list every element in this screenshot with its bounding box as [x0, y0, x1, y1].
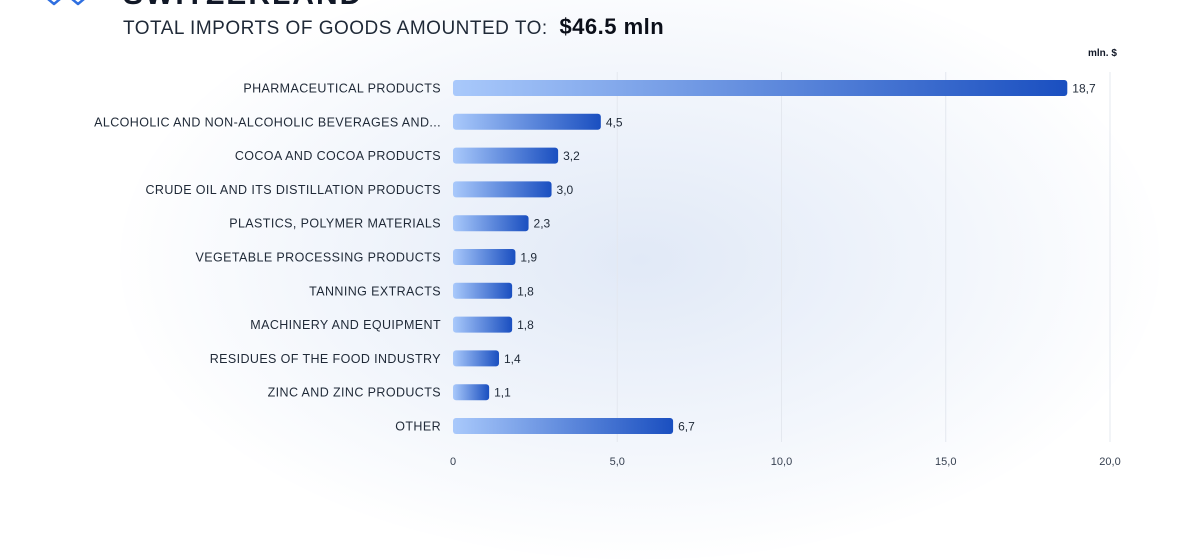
bar	[453, 80, 1068, 96]
value-label: 4,5	[606, 115, 623, 129]
bar	[453, 384, 490, 401]
x-tick-label: 5,0	[610, 456, 625, 468]
bar	[453, 181, 552, 198]
value-label: 1,1	[494, 386, 511, 400]
category-label: MACHINERY AND EQUIPMENT	[250, 318, 441, 332]
bar-chart: PHARMACEUTICAL PRODUCTS ALCOHOLIC AND NON…	[94, 72, 1121, 468]
value-labels: 18,7 4,5 3,2 3,0 2,3 1,9 1,8 1,8 1,4 1,1 6,7	[494, 82, 1096, 434]
category-label: TANNING EXTRACTS	[309, 284, 441, 298]
bar	[453, 282, 513, 299]
x-tick-label: 0	[450, 456, 456, 468]
page-title: SWITZERLAND	[123, 0, 363, 12]
bar	[453, 350, 499, 367]
unit-label: mln. $	[1088, 48, 1117, 59]
category-label: COCOA AND COCOA PRODUCTS	[235, 149, 441, 163]
x-axis-ticks: 0 5,0 10,0 15,0 20,0	[450, 456, 1121, 468]
value-label: 2,3	[534, 217, 551, 231]
bar	[453, 113, 601, 130]
bar	[453, 316, 513, 333]
category-label: PLASTICS, POLYMER MATERIALS	[229, 217, 441, 231]
bars	[453, 80, 1068, 434]
grid-lines	[616, 72, 1111, 442]
value-label: 3,0	[557, 183, 574, 197]
value-label: 6,7	[678, 420, 695, 434]
x-tick-label: 15,0	[935, 456, 956, 468]
category-label: ALCOHOLIC AND NON-ALCOHOLIC BEVERAGES AN…	[94, 115, 441, 129]
x-tick-label: 20,0	[1099, 456, 1120, 468]
value-label: 1,9	[520, 251, 537, 265]
value-label: 1,8	[517, 318, 534, 332]
value-label: 3,2	[563, 149, 580, 163]
category-labels: PHARMACEUTICAL PRODUCTS ALCOHOLIC AND NON…	[94, 82, 441, 434]
category-label: OTHER	[395, 420, 441, 434]
bar	[453, 418, 674, 434]
x-tick-label: 10,0	[771, 456, 792, 468]
category-label: VEGETABLE PROCESSING PRODUCTS	[196, 251, 441, 265]
value-label: 1,8	[517, 284, 534, 298]
subtitle-prefix: TOTAL IMPORTS OF GOODS AMOUNTED TO:	[123, 18, 548, 39]
bar	[453, 249, 516, 265]
category-label: ZINC AND ZINC PRODUCTS	[268, 386, 441, 400]
total-imports-subtitle: TOTAL IMPORTS OF GOODS AMOUNTED TO: $46.…	[123, 14, 664, 40]
bar	[453, 215, 529, 232]
category-label: CRUDE OIL AND ITS DISTILLATION PRODUCTS	[145, 183, 441, 197]
category-label: RESIDUES OF THE FOOD INDUSTRY	[210, 352, 442, 366]
bar	[453, 147, 559, 164]
value-label: 18,7	[1072, 82, 1096, 96]
category-label: PHARMACEUTICAL PRODUCTS	[243, 82, 441, 96]
logo-icon	[47, 0, 85, 6]
total-amount: $46.5 mln	[559, 14, 665, 39]
value-label: 1,4	[504, 352, 521, 366]
